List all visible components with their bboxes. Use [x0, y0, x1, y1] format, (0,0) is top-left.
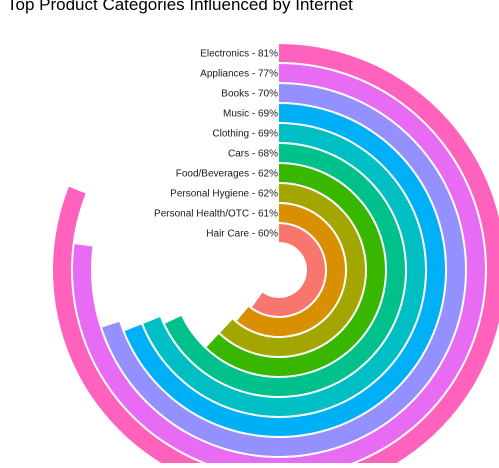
bar-personal-health-otc	[237, 204, 345, 336]
labels-group: Electronics - 81% Appliances - 77% Books -…	[154, 49, 278, 240]
bar-label-cars: Cars - 68%	[228, 149, 278, 160]
chart-title: Top Product Categories Influenced by Int…	[7, 0, 353, 15]
bar-label-music: Music - 69%	[223, 109, 278, 120]
bar-label-personal-hygiene: Personal Hygiene - 62%	[170, 189, 278, 200]
bar-label-books: Books - 70%	[221, 89, 278, 100]
bar-label-hair-care: Hair Care - 60%	[206, 229, 278, 240]
bars-group	[53, 44, 499, 463]
bar-label-personal-health-otc: Personal Health/OTC - 61%	[154, 209, 278, 220]
bar-label-clothing: Clothing - 69%	[212, 129, 278, 140]
bar-label-electronics: Electronics - 81%	[200, 49, 278, 60]
bar-label-appliances: Appliances - 77%	[200, 69, 278, 80]
bar-label-food-beverages: Food/Beverages - 62%	[176, 169, 278, 180]
